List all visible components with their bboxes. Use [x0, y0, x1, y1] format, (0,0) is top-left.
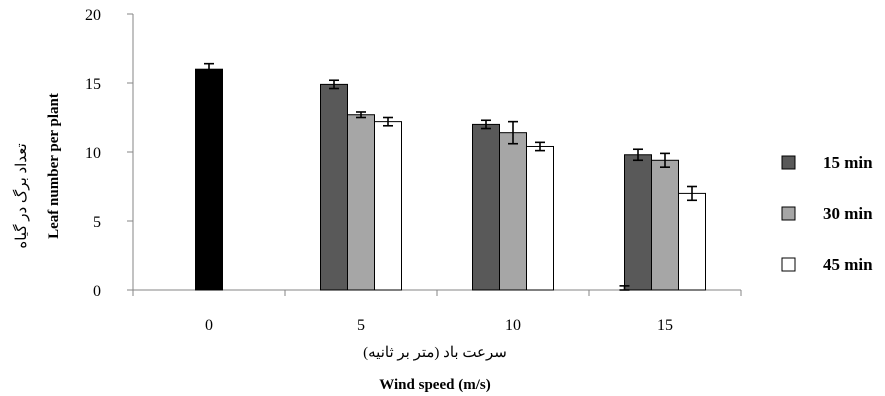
- legend-swatch: [781, 257, 796, 272]
- bar-30-min: [347, 114, 375, 291]
- bar-control: [195, 68, 223, 291]
- chart-bars: [195, 68, 706, 291]
- chart-legend: 15 min 30 min 45 min: [781, 153, 873, 274]
- bar-45-min: [678, 192, 706, 291]
- legend-label: 45 min: [823, 255, 873, 274]
- x-axis-title-persian: سرعت باد (متر بر ثانیه): [363, 345, 507, 361]
- x-tick-label: 15: [657, 317, 673, 334]
- y-tick-label: 20: [85, 7, 101, 24]
- chart-error-bars: [204, 62, 697, 291]
- x-tick-label: 10: [505, 317, 521, 334]
- bar-45-min: [526, 145, 554, 291]
- y-tick-label: 10: [85, 145, 101, 162]
- bar-15-min: [472, 123, 500, 291]
- y-tick-label: 15: [85, 76, 101, 93]
- y-tick-label: 5: [93, 214, 101, 231]
- y-axis-title-english: Leaf number per plant: [46, 93, 62, 239]
- legend-swatch: [781, 206, 796, 221]
- bar-45-min: [374, 121, 402, 291]
- bar-15-min: [320, 83, 348, 291]
- y-axis-title-persian: تعداد برگ در گیاه: [12, 143, 30, 248]
- legend-label: 15 min: [823, 153, 873, 172]
- y-tick-labels: 0 5 10 15 20: [85, 7, 101, 300]
- bar-30-min: [651, 159, 679, 291]
- x-tick-label: 5: [357, 317, 365, 334]
- legend-label: 30 min: [823, 204, 873, 223]
- y-tick-label: 0: [93, 283, 101, 300]
- x-tick-label: 0: [205, 317, 213, 334]
- x-tick-labels: 0 5 10 15: [205, 317, 673, 334]
- legend-swatch: [781, 155, 796, 170]
- bar-30-min: [499, 132, 527, 291]
- x-axis-title-english: Wind speed (m/s): [379, 377, 490, 393]
- bar-15-min: [624, 154, 652, 291]
